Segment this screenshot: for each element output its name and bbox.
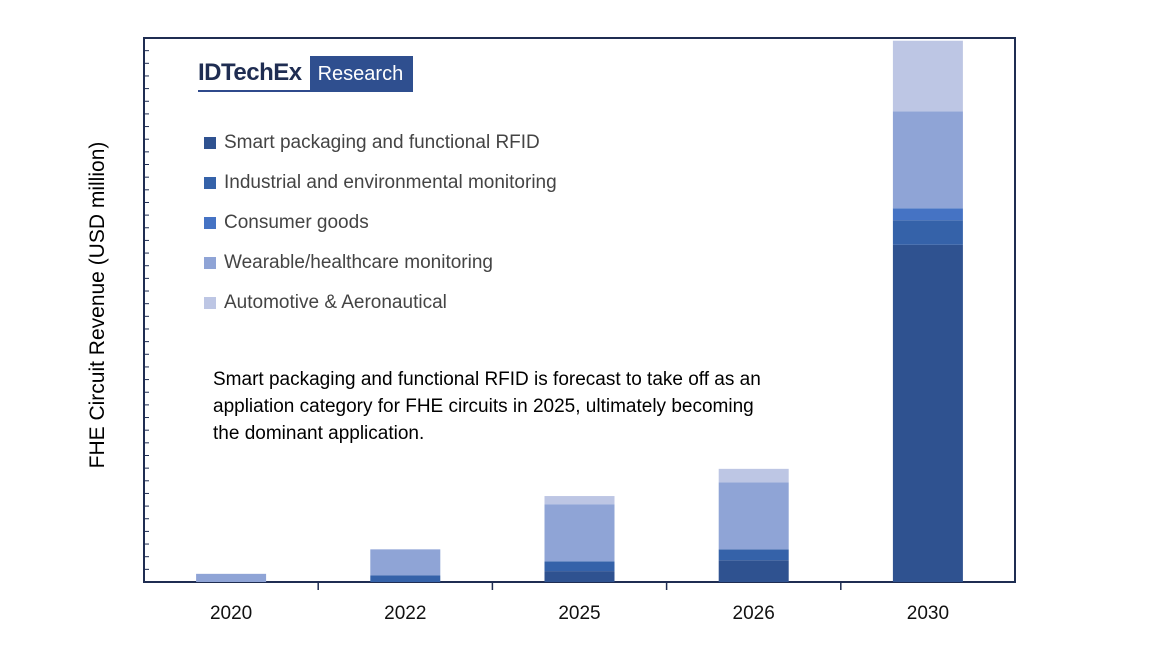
bar-segment — [370, 575, 441, 582]
legend-swatch — [204, 137, 216, 149]
bar-segment — [892, 244, 963, 582]
bar-segment — [892, 208, 963, 221]
legend-item: Industrial and environmental monitoring — [204, 163, 557, 203]
bar-segment — [370, 549, 441, 576]
legend-swatch — [204, 177, 216, 189]
x-tick-label: 2026 — [733, 603, 775, 624]
legend-item: Consumer goods — [204, 203, 557, 243]
legend-label: Industrial and environmental monitoring — [224, 172, 557, 193]
legend-label: Wearable/healthcare monitoring — [224, 252, 493, 273]
bar-segment — [718, 468, 789, 483]
bar-series — [196, 40, 963, 582]
bar-segment — [892, 220, 963, 245]
legend-label: Automotive & Aeronautical — [224, 292, 447, 313]
y-axis-label: FHE Circuit Revenue (USD million) — [86, 141, 109, 469]
x-axis-labels: 2020 2022 2025 2026 2030 — [210, 603, 949, 624]
bar-segment — [544, 496, 615, 505]
bar-segment — [718, 549, 789, 561]
bar-segment — [196, 573, 267, 582]
x-tick-label: 2022 — [384, 603, 426, 624]
bar-segment — [718, 482, 789, 550]
legend-item: Wearable/healthcare monitoring — [204, 243, 557, 283]
legend: Smart packaging and functional RFID Indus… — [204, 123, 557, 323]
bar-segment — [892, 40, 963, 112]
legend-item: Automotive & Aeronautical — [204, 283, 557, 323]
logo-main-text: IDTechEx — [198, 56, 310, 92]
x-tick-label: 2030 — [907, 603, 949, 624]
y-axis-ticks — [144, 50, 149, 570]
x-tick-label: 2025 — [558, 603, 600, 624]
legend-label: Consumer goods — [224, 212, 369, 233]
logo-sub-text: Research — [309, 56, 414, 92]
legend-label: Smart packaging and functional RFID — [224, 132, 540, 153]
bar-segment — [892, 111, 963, 209]
legend-swatch — [204, 217, 216, 229]
x-tick-label: 2020 — [210, 603, 252, 624]
bar-segment — [718, 560, 789, 582]
bar-segment — [544, 571, 615, 582]
bar-segment — [544, 504, 615, 562]
idtechex-logo: IDTechEx Research — [198, 56, 414, 92]
legend-swatch — [204, 297, 216, 309]
legend-swatch — [204, 257, 216, 269]
legend-item: Smart packaging and functional RFID — [204, 123, 557, 163]
chart-annotation: Smart packaging and functional RFID is f… — [213, 369, 761, 444]
x-axis-ticks — [317, 582, 842, 590]
bar-segment — [544, 561, 615, 572]
